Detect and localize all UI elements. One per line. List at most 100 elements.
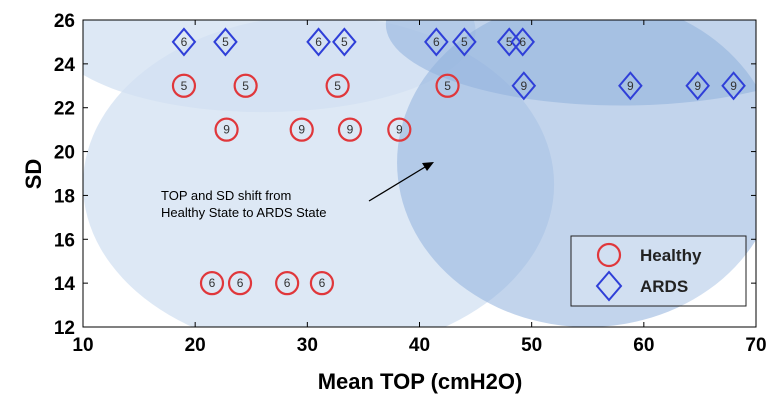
healthy-marker xyxy=(289,117,314,142)
point-count-label: 9 xyxy=(396,123,403,137)
x-axis-title: Mean TOP (cmH2O) xyxy=(318,369,523,394)
legend-ards-marker xyxy=(595,270,623,302)
y-tick-label: 26 xyxy=(54,11,75,32)
healthy-marker xyxy=(337,117,363,142)
point-ards: 6 xyxy=(424,27,449,57)
point-ards: 5 xyxy=(213,27,238,57)
point-ards: 6 xyxy=(306,27,331,57)
x-tick-label: 20 xyxy=(185,335,206,356)
point-healthy: 6 xyxy=(275,271,300,296)
point-count-label: 6 xyxy=(433,35,440,49)
point-ards: 9 xyxy=(685,71,710,101)
point-healthy: 6 xyxy=(199,271,225,296)
point-count-label: 9 xyxy=(694,79,701,93)
x-tick-label: 10 xyxy=(72,335,93,356)
point-ards: 5 xyxy=(332,27,357,57)
point-ards: 9 xyxy=(618,71,643,101)
y-tick-label: 18 xyxy=(54,186,75,207)
point-healthy: 5 xyxy=(233,73,258,98)
point-count-label: 6 xyxy=(319,276,326,290)
ards-marker xyxy=(721,71,746,101)
y-tick-label: 20 xyxy=(54,143,75,164)
point-count-label: 6 xyxy=(284,276,291,290)
annotation-arrow-shaft xyxy=(368,163,431,202)
y-tick-label: 24 xyxy=(54,55,76,76)
point-healthy: 9 xyxy=(289,117,314,142)
point-ards: 9 xyxy=(721,71,746,101)
y-tick-label: 14 xyxy=(54,274,76,295)
point-healthy: 6 xyxy=(227,271,253,296)
point-ards: 5 xyxy=(452,27,477,57)
annotation-line-1: TOP and SD shift from xyxy=(161,188,291,203)
annotation-line-2: Healthy State to ARDS State xyxy=(161,205,326,220)
point-count-label: 6 xyxy=(181,35,188,49)
point-healthy: 9 xyxy=(337,117,363,142)
ards-marker xyxy=(332,27,357,57)
healthy-marker xyxy=(435,73,460,98)
ards-marker xyxy=(306,27,331,57)
point-count-label: 9 xyxy=(627,79,634,93)
annotation: TOP and SD shift from Healthy State to A… xyxy=(161,162,434,220)
point-count-label: 5 xyxy=(242,79,249,93)
ards-marker xyxy=(510,27,536,57)
point-ards: 9 xyxy=(511,71,537,101)
legend-healthy-label: Healthy xyxy=(640,246,702,265)
region-healthy-1 xyxy=(83,20,476,113)
point-count-label: 6 xyxy=(209,276,216,290)
healthy-marker xyxy=(387,117,412,142)
point-count-label: 5 xyxy=(334,79,341,93)
data-markers: 5 5 5 59 9 9 96 6 6 66 5 6 5 6 5 5 69 9 9 9 xyxy=(171,27,746,296)
x-tick-label: 60 xyxy=(633,335,654,356)
point-count-label: 9 xyxy=(520,79,527,93)
healthy-marker xyxy=(309,271,335,296)
point-count-label: 5 xyxy=(461,35,468,49)
ards-marker xyxy=(424,27,449,57)
point-ards: 6 xyxy=(171,27,197,57)
point-count-label: 5 xyxy=(341,35,348,49)
x-tick-label: 50 xyxy=(521,335,542,356)
point-count-label: 6 xyxy=(237,276,244,290)
point-count-label: 5 xyxy=(181,79,188,93)
point-healthy: 9 xyxy=(214,117,239,142)
point-count-label: 6 xyxy=(519,35,526,49)
x-tick-label: 70 xyxy=(745,335,766,356)
x-tick-label: 30 xyxy=(297,335,318,356)
y-tick-label: 16 xyxy=(54,230,75,251)
legend: Healthy ARDS xyxy=(570,235,747,307)
point-count-label: 9 xyxy=(730,79,737,93)
point-count-label: 5 xyxy=(444,79,451,93)
point-healthy: 5 xyxy=(171,73,197,98)
region-ards-3 xyxy=(385,20,756,106)
healthy-marker xyxy=(214,117,239,142)
legend-ards-label: ARDS xyxy=(640,277,688,296)
axes: 10 20 30 40 50 60 70 12 14 16 18 20 22 24 26 xyxy=(54,11,767,356)
ards-marker xyxy=(213,27,238,57)
point-healthy: 5 xyxy=(325,73,350,98)
point-healthy: 5 xyxy=(435,73,460,98)
healthy-marker xyxy=(325,73,350,98)
healthy-marker xyxy=(171,73,197,98)
ards-marker xyxy=(618,71,643,101)
healthy-marker xyxy=(227,271,253,296)
legend-healthy-marker xyxy=(596,242,622,268)
point-ards: 6 xyxy=(510,27,536,57)
y-tick-label: 22 xyxy=(54,99,75,120)
point-count-label: 5 xyxy=(222,35,229,49)
healthy-marker xyxy=(233,73,258,98)
point-count-label: 5 xyxy=(506,35,513,49)
point-healthy: 6 xyxy=(309,271,335,296)
ards-marker xyxy=(452,27,477,57)
ards-marker xyxy=(171,27,197,57)
healthy-marker xyxy=(275,271,300,296)
point-count-label: 9 xyxy=(223,123,230,137)
x-tick-label: 40 xyxy=(409,335,430,356)
shaded-regions xyxy=(83,20,756,327)
point-count-label: 6 xyxy=(315,35,322,49)
y-tick-label: 12 xyxy=(54,318,75,339)
ards-marker xyxy=(685,71,710,101)
ards-marker xyxy=(511,71,537,101)
y-axis-title: SD xyxy=(21,159,46,190)
healthy-marker xyxy=(199,271,225,296)
point-count-label: 9 xyxy=(298,123,305,137)
